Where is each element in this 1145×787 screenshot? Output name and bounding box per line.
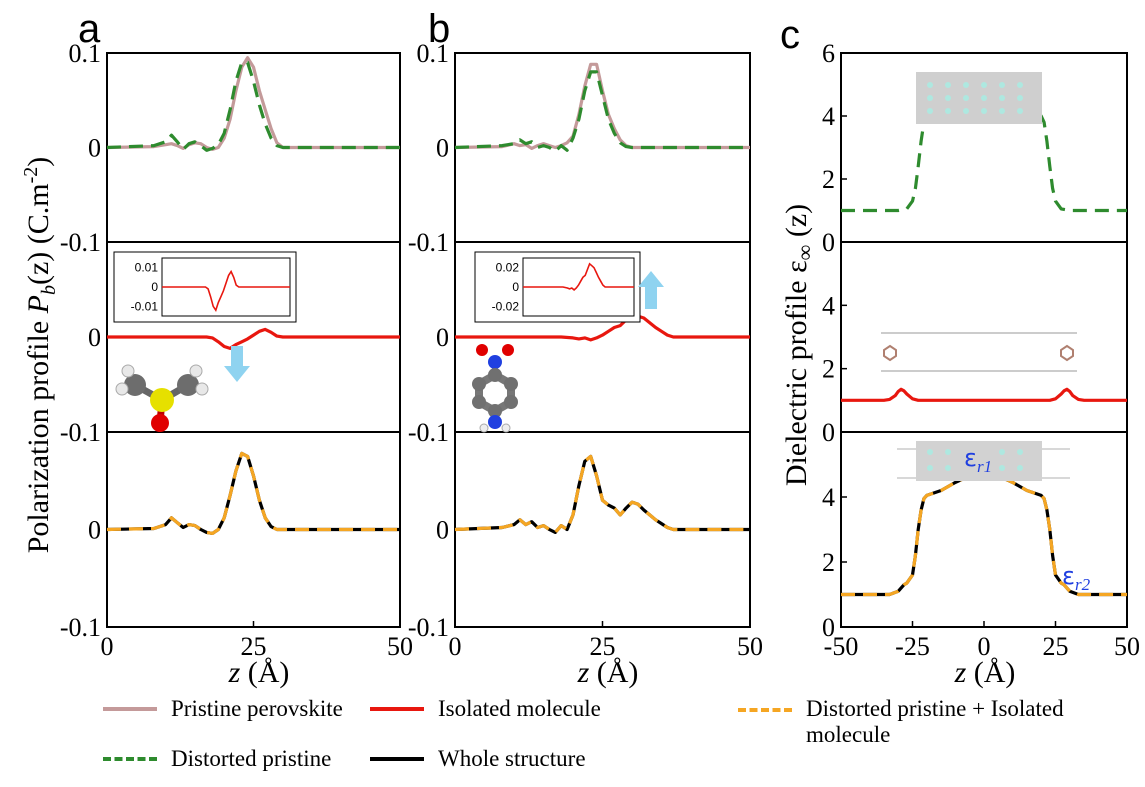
legend-swatch-isolated [370, 707, 424, 711]
y-tick-label: 0 [436, 323, 449, 352]
legend-label-pristine: Pristine perovskite [171, 696, 343, 721]
y-tick-label: 0.1 [417, 39, 450, 68]
y-tick-label: 0 [436, 134, 449, 163]
y-axis-label-right: Dielectric profile ε∞ (z) [780, 204, 817, 486]
annotation-er2: εr2 [1062, 562, 1091, 594]
series-line-sum [106, 451, 400, 535]
arrow-down-icon [224, 346, 250, 382]
plots-layer: 0.10-0.10-0.10-0.10 25 500.010-0.010.10-0.… [60, 39, 1140, 661]
inset-y-tick-label: -0.02 [492, 299, 520, 313]
y-tick-label: -0.1 [408, 228, 449, 257]
x-axis-label-b: z (Å) [577, 656, 639, 689]
x-tick-label: 50 [737, 632, 763, 661]
series-line-isolated [841, 387, 1127, 402]
legend-label-sum-line1: Distorted pristine + Isolated [806, 696, 1064, 721]
inset-series-line [162, 269, 290, 313]
legend-swatch-sum [738, 708, 792, 712]
inset-y-tick-label: 0.01 [135, 261, 159, 275]
y-tick-label: 2 [822, 355, 835, 384]
legend-label-whole: Whole structure [438, 746, 586, 771]
x-tick-label: -25 [895, 632, 930, 661]
y-tick-label: -0.1 [408, 418, 449, 447]
annotation-er1: εr1 [964, 444, 992, 476]
legend-item-whole: Whole structure [370, 746, 586, 772]
y-tick-label: 0 [822, 228, 835, 257]
x-axis-label-c: z (Å) [954, 656, 1016, 689]
legend-item-pristine: Pristine perovskite [103, 696, 343, 722]
x-tick-label: 50 [1114, 632, 1140, 661]
perovskite-slab-icon [916, 72, 1042, 124]
y-tick-label: 0 [88, 134, 101, 163]
x-axis-label-a: z (Å) [228, 656, 290, 689]
legend-item-distorted: Distorted pristine [103, 746, 331, 772]
series-line-whole [106, 451, 400, 535]
panel-label-c: c [780, 13, 800, 57]
series-line-isolated [455, 312, 750, 342]
series-line-distorted [454, 70, 750, 153]
legend-label-isolated: Isolated molecule [438, 696, 601, 721]
y-tick-label: 0 [88, 516, 101, 545]
y-tick-label: 0 [822, 418, 835, 447]
legend-swatch-whole [370, 757, 424, 761]
y-tick-label: -0.1 [60, 613, 101, 642]
y-tick-label: 0 [88, 323, 101, 352]
legend-swatch-distorted [103, 757, 157, 761]
series-line-sum [454, 454, 750, 534]
y-tick-label: 0 [436, 516, 449, 545]
y-tick-label: 4 [822, 483, 835, 512]
y-axis-label-left: Polarization profile Pb(z) (C.m-2) [20, 157, 60, 554]
x-tick-label: 0 [978, 632, 991, 661]
y-tick-label: 2 [822, 165, 835, 194]
series-line-pristine [454, 62, 750, 150]
y-tick-label: 2 [822, 548, 835, 577]
y-tick-label: -0.1 [60, 418, 101, 447]
inset-y-tick-label: -0.01 [131, 299, 159, 313]
legend-label-sum-line2: molecule [806, 722, 891, 747]
legend-item-sum: Distorted pristine + Isolated molecule [738, 696, 1064, 748]
legend-swatch-pristine [103, 707, 157, 711]
molecule-nitroaniline-icon [472, 344, 518, 433]
series-line-pristine [106, 56, 400, 151]
inset-y-tick-label: 0.02 [496, 261, 520, 275]
y-tick-label: -0.1 [60, 228, 101, 257]
x-tick-label: 0 [449, 632, 462, 661]
arrow-up-icon [638, 271, 664, 309]
legend-label-distorted: Distorted pristine [171, 746, 332, 771]
legend: Pristine perovskite Isolated molecule Di… [0, 690, 1145, 787]
x-tick-label: 50 [387, 632, 413, 661]
x-tick-label: 0 [101, 632, 114, 661]
y-tick-label: 0 [822, 613, 835, 642]
y-tick-label: 4 [822, 102, 835, 131]
inset-y-tick-label: 0 [512, 280, 519, 294]
legend-item-isolated: Isolated molecule [370, 696, 601, 722]
panel-label-b: b [428, 7, 450, 51]
inset-series-line [523, 262, 634, 291]
whole-structure-icon [897, 441, 1070, 481]
inset-y-tick-label: 0 [151, 280, 158, 294]
x-tick-label: -50 [824, 632, 859, 661]
y-tick-label: 6 [822, 39, 835, 68]
subplot-frame-c-1 [840, 241, 1128, 433]
molecule-dmso-icon [115, 364, 209, 432]
molecule-layer-icon [881, 332, 1077, 372]
series-line-isolated [107, 327, 400, 350]
y-tick-label: 4 [822, 291, 835, 320]
panel-label-a: a [78, 7, 101, 51]
x-tick-label: 25 [241, 632, 267, 661]
x-tick-label: 25 [590, 632, 616, 661]
x-tick-label: 25 [1043, 632, 1069, 661]
y-tick-label: 0.1 [69, 39, 102, 68]
series-line-distorted [106, 60, 400, 152]
y-tick-label: -0.1 [408, 613, 449, 642]
